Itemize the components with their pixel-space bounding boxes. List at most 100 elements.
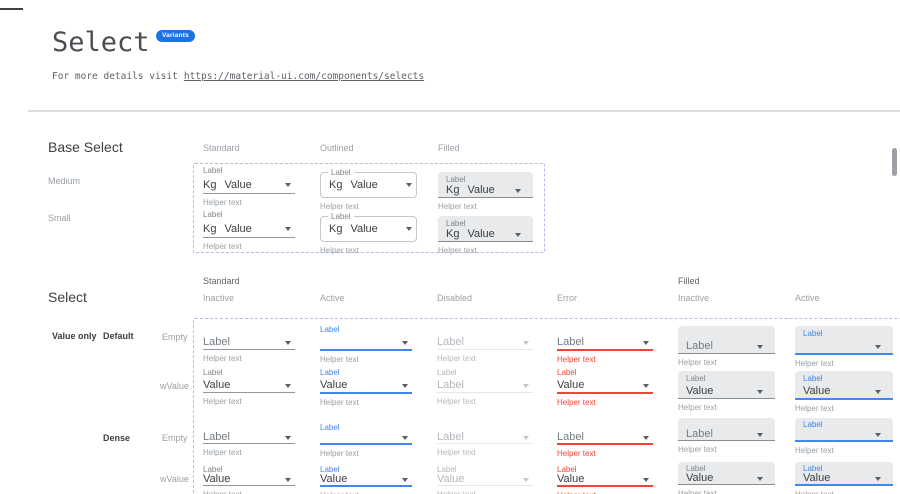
helper-text: Helper text — [557, 398, 596, 407]
col-header-std-inactive: Inactive — [203, 293, 235, 303]
select-value: Value — [350, 223, 378, 235]
select-control[interactable]: Label — [557, 336, 653, 349]
select-value: Value — [350, 179, 378, 191]
adornment: Kg — [446, 184, 460, 196]
material-ui-link[interactable]: https://material-ui.com/components/selec… — [183, 71, 425, 82]
select-control[interactable]: Value — [557, 379, 653, 392]
select-filled-inactive-dense-empty: Label Label Helper text — [678, 418, 775, 454]
top-left-dash — [0, 8, 23, 10]
helper-text: Helper text — [203, 490, 295, 494]
field-label: Label — [437, 465, 457, 474]
adornment: Kg — [446, 228, 460, 240]
select-control[interactable]: Value — [320, 379, 412, 392]
dropdown-arrow-icon — [515, 232, 521, 237]
helper-text: Helper text — [678, 358, 717, 367]
select-control[interactable]: Value — [320, 474, 412, 485]
select-control[interactable]: Label Value — [678, 371, 775, 399]
intro-text: For more details visit — [52, 71, 178, 82]
col-header-standard: Standard — [203, 143, 240, 153]
select-value: Value — [224, 179, 252, 191]
select-placeholder: Label — [203, 336, 230, 348]
select-control[interactable]: Label Label — [678, 326, 775, 354]
select-control[interactable] — [320, 432, 412, 443]
field-label: Label — [803, 374, 823, 383]
select-control[interactable]: Value — [203, 379, 295, 392]
underline — [203, 237, 295, 238]
select-control[interactable]: Label — [795, 418, 893, 442]
select-control[interactable]: Label — [795, 326, 893, 355]
select-control[interactable]: Label Value — [678, 462, 775, 485]
select-frame — [193, 318, 900, 494]
select-control[interactable] — [320, 336, 412, 349]
field-label: Label — [686, 374, 706, 383]
dropdown-arrow-icon — [285, 383, 291, 388]
select-value: Value — [467, 184, 495, 196]
page-title: Select — [52, 27, 150, 58]
dropdown-arrow-icon — [875, 476, 881, 481]
select-value-row — [803, 429, 885, 440]
select-control[interactable]: Label — [437, 379, 533, 392]
select-value: Value — [467, 228, 495, 240]
select-std-disabled-dense-wvalue: Label Value Helper text — [437, 465, 533, 494]
field-label: Label — [320, 465, 340, 474]
helper-text: Helper text — [320, 398, 359, 407]
underline — [203, 193, 295, 194]
select-value-row: Label — [686, 340, 767, 353]
select-control[interactable]: Label — [437, 432, 533, 443]
select-std-error-dense-empty: Label Label Helper text — [557, 423, 653, 458]
field-label: Label — [203, 210, 223, 219]
field-label: Label — [446, 175, 466, 184]
select-control[interactable]: Label Label — [678, 418, 775, 441]
dropdown-arrow-icon — [757, 389, 763, 394]
row-header-small: Small — [48, 213, 71, 223]
select-value-row: Value — [686, 385, 767, 398]
helper-text: Helper text — [203, 242, 242, 251]
select-std-error-default-empty: Label Label Helper text — [557, 325, 653, 364]
underline — [557, 485, 653, 487]
select-control[interactable]: Label — [557, 432, 653, 443]
scrollbar-thumb[interactable] — [892, 148, 897, 176]
select-control[interactable]: Label Kg Value — [320, 212, 417, 242]
select-control[interactable]: Label Kg Value — [438, 172, 533, 198]
helper-text: Helper text — [203, 354, 242, 363]
dropdown-arrow-icon — [523, 435, 529, 440]
helper-text: Helper text — [678, 489, 717, 494]
dropdown-arrow-icon — [285, 227, 291, 231]
select-std-error-dense-wvalue: Label Value Helper text — [557, 465, 653, 494]
helper-text: Helper text — [437, 354, 476, 363]
dropdown-arrow-icon — [285, 340, 291, 345]
select-control[interactable]: Kg Value — [203, 221, 295, 237]
select-control[interactable]: Label — [437, 336, 533, 349]
dropdown-arrow-icon — [402, 435, 408, 440]
select-control[interactable]: Value — [203, 474, 295, 485]
underline — [203, 349, 295, 350]
select-control[interactable]: Value — [557, 474, 653, 485]
select-value-row: Label — [686, 429, 767, 440]
section-divider — [28, 110, 900, 112]
select-control[interactable]: Label Kg Value — [438, 216, 533, 242]
underline — [557, 392, 653, 394]
field-label: Label — [686, 464, 706, 473]
select-std-active-dense-wvalue: Label Value Helper text — [320, 465, 412, 494]
select-placeholder: Label — [437, 336, 464, 348]
base-outlined-small-select: Label Kg Value Helper text — [320, 212, 417, 255]
select-filled-inactive-default-empty: Label Label Helper text — [678, 326, 775, 367]
select-control[interactable]: Kg Value — [203, 177, 295, 193]
field-label: Label — [328, 168, 354, 177]
state-label-wvalue-2: wValue — [160, 474, 189, 484]
select-control[interactable]: Value — [437, 474, 533, 485]
select-control[interactable]: Label — [203, 336, 295, 349]
underline — [203, 392, 295, 393]
underline — [437, 349, 533, 350]
select-std-error-default-wvalue: Label Value Helper text — [557, 368, 653, 407]
helper-text: Helper text — [438, 246, 477, 255]
select-control[interactable]: Label Value — [795, 371, 893, 400]
select-value-row — [803, 340, 885, 353]
select-control[interactable]: Label — [203, 432, 295, 443]
helper-text: Helper text — [320, 202, 359, 211]
select-control[interactable]: Label Kg Value — [320, 168, 417, 198]
underline — [320, 443, 412, 445]
select-control[interactable]: Label Value — [795, 462, 893, 486]
select-placeholder: Label — [686, 428, 713, 440]
select-value-row: Value — [803, 473, 885, 484]
